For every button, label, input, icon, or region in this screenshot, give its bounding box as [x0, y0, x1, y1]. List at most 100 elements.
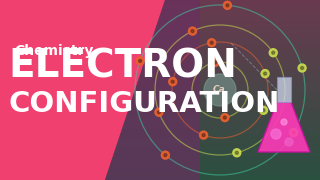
- Bar: [0, 171, 320, 174]
- Bar: [0, 12, 320, 15]
- Bar: [0, 156, 320, 159]
- Circle shape: [269, 49, 277, 57]
- Bar: [0, 162, 320, 165]
- Bar: [0, 69, 320, 72]
- Bar: [0, 108, 320, 111]
- Bar: [0, 75, 320, 78]
- Text: ELECTRON: ELECTRON: [8, 47, 237, 85]
- Circle shape: [271, 129, 281, 139]
- Bar: [0, 111, 320, 114]
- Bar: [0, 78, 320, 81]
- Bar: [0, 120, 320, 123]
- Circle shape: [211, 58, 219, 66]
- Bar: [0, 153, 320, 156]
- Circle shape: [204, 74, 236, 106]
- Circle shape: [210, 41, 213, 44]
- Bar: [0, 99, 320, 102]
- Polygon shape: [105, 0, 200, 180]
- Bar: [0, 123, 320, 126]
- Bar: [0, 39, 320, 42]
- Circle shape: [136, 57, 144, 65]
- Bar: [0, 150, 320, 153]
- Bar: [0, 159, 320, 162]
- Bar: [0, 126, 320, 129]
- Circle shape: [264, 72, 267, 75]
- Circle shape: [221, 114, 229, 122]
- Circle shape: [157, 111, 160, 114]
- Circle shape: [285, 138, 293, 146]
- Circle shape: [139, 59, 142, 62]
- Circle shape: [171, 80, 174, 83]
- Bar: [0, 72, 320, 75]
- Bar: [0, 168, 320, 171]
- Bar: [0, 102, 320, 105]
- Circle shape: [161, 151, 169, 159]
- Bar: [0, 51, 320, 54]
- Circle shape: [233, 149, 241, 157]
- Bar: [0, 48, 320, 51]
- Bar: [0, 147, 320, 150]
- Bar: [0, 36, 320, 39]
- Bar: [0, 144, 320, 147]
- Bar: [0, 105, 320, 108]
- Circle shape: [260, 106, 268, 114]
- Circle shape: [261, 70, 269, 78]
- Bar: [0, 60, 320, 63]
- Bar: [0, 138, 320, 141]
- Bar: [0, 57, 320, 60]
- Circle shape: [272, 51, 275, 54]
- Text: Chemistry: Chemistry: [14, 44, 93, 58]
- Bar: [0, 3, 320, 6]
- Circle shape: [226, 4, 229, 7]
- Circle shape: [223, 116, 226, 119]
- Circle shape: [298, 64, 306, 72]
- Bar: [0, 27, 320, 30]
- Circle shape: [188, 27, 196, 35]
- Polygon shape: [0, 0, 165, 180]
- Circle shape: [191, 30, 194, 33]
- Bar: [277, 77, 291, 102]
- Bar: [0, 129, 320, 132]
- Bar: [0, 18, 320, 21]
- Bar: [0, 141, 320, 144]
- Text: Ca: Ca: [212, 86, 225, 94]
- Circle shape: [292, 131, 295, 134]
- Bar: [0, 21, 320, 24]
- Bar: [0, 135, 320, 138]
- Bar: [0, 30, 320, 33]
- Bar: [0, 90, 320, 93]
- Bar: [0, 0, 320, 3]
- Bar: [0, 165, 320, 168]
- Polygon shape: [258, 102, 310, 152]
- Bar: [0, 66, 320, 69]
- Circle shape: [290, 129, 298, 136]
- Bar: [0, 84, 320, 87]
- Circle shape: [155, 108, 163, 116]
- Bar: [0, 114, 320, 117]
- Bar: [0, 132, 320, 135]
- Circle shape: [169, 78, 177, 86]
- Circle shape: [208, 39, 216, 47]
- Bar: [0, 177, 320, 180]
- Bar: [0, 6, 320, 9]
- Circle shape: [164, 154, 167, 157]
- Circle shape: [262, 109, 265, 112]
- Circle shape: [223, 1, 231, 9]
- Bar: [0, 96, 320, 99]
- Bar: [0, 54, 320, 57]
- Circle shape: [300, 66, 304, 69]
- Text: CONFIGURATION: CONFIGURATION: [8, 90, 279, 118]
- Bar: [0, 45, 320, 48]
- Circle shape: [281, 119, 287, 125]
- Bar: [0, 42, 320, 45]
- Circle shape: [235, 151, 238, 154]
- Circle shape: [200, 131, 208, 139]
- Bar: [0, 93, 320, 96]
- Bar: [0, 174, 320, 177]
- Bar: [0, 63, 320, 66]
- Bar: [0, 24, 320, 27]
- Bar: [0, 33, 320, 36]
- Circle shape: [202, 134, 205, 137]
- Bar: [0, 15, 320, 18]
- Bar: [0, 117, 320, 120]
